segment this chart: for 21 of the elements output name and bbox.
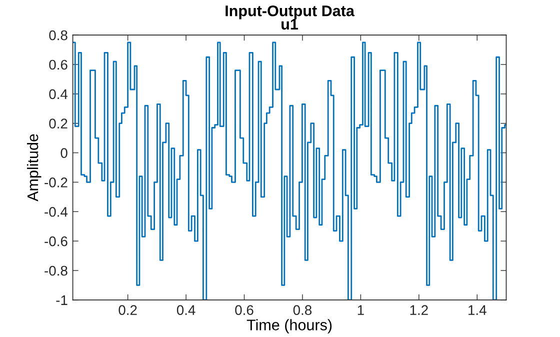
- y-tick-label: 0.6: [49, 60, 68, 70]
- x-tick-label: 1: [358, 305, 364, 315]
- y-tick-label: -0.4: [44, 206, 68, 217]
- y-tick-label: 0: [60, 148, 68, 158]
- x-tick-label: 0.6: [235, 305, 254, 315]
- y-axis-title: Amplitude: [26, 134, 42, 202]
- y-tick-label: -0.6: [44, 236, 68, 246]
- y-tick-label: -1: [56, 295, 68, 305]
- y-tick-label: -0.2: [44, 178, 68, 188]
- chart-subtitle: u1: [282, 18, 298, 30]
- x-tick-label: 1.2: [410, 305, 428, 315]
- x-tick-label: 0.2: [118, 305, 137, 315]
- x-axis-title: Time (hours): [246, 319, 332, 334]
- x-tick-label: 0.8: [293, 305, 312, 315]
- y-tick-label: 0.4: [49, 89, 68, 100]
- y-tick-label: -0.8: [44, 266, 68, 276]
- x-tick-label: 0.4: [176, 305, 196, 315]
- chart-title: Input-Output Data: [226, 5, 355, 20]
- x-tick-label: 1.4: [468, 305, 486, 315]
- y-tick-label: 0.8: [49, 30, 68, 40]
- y-tick-label: 0.2: [49, 118, 68, 129]
